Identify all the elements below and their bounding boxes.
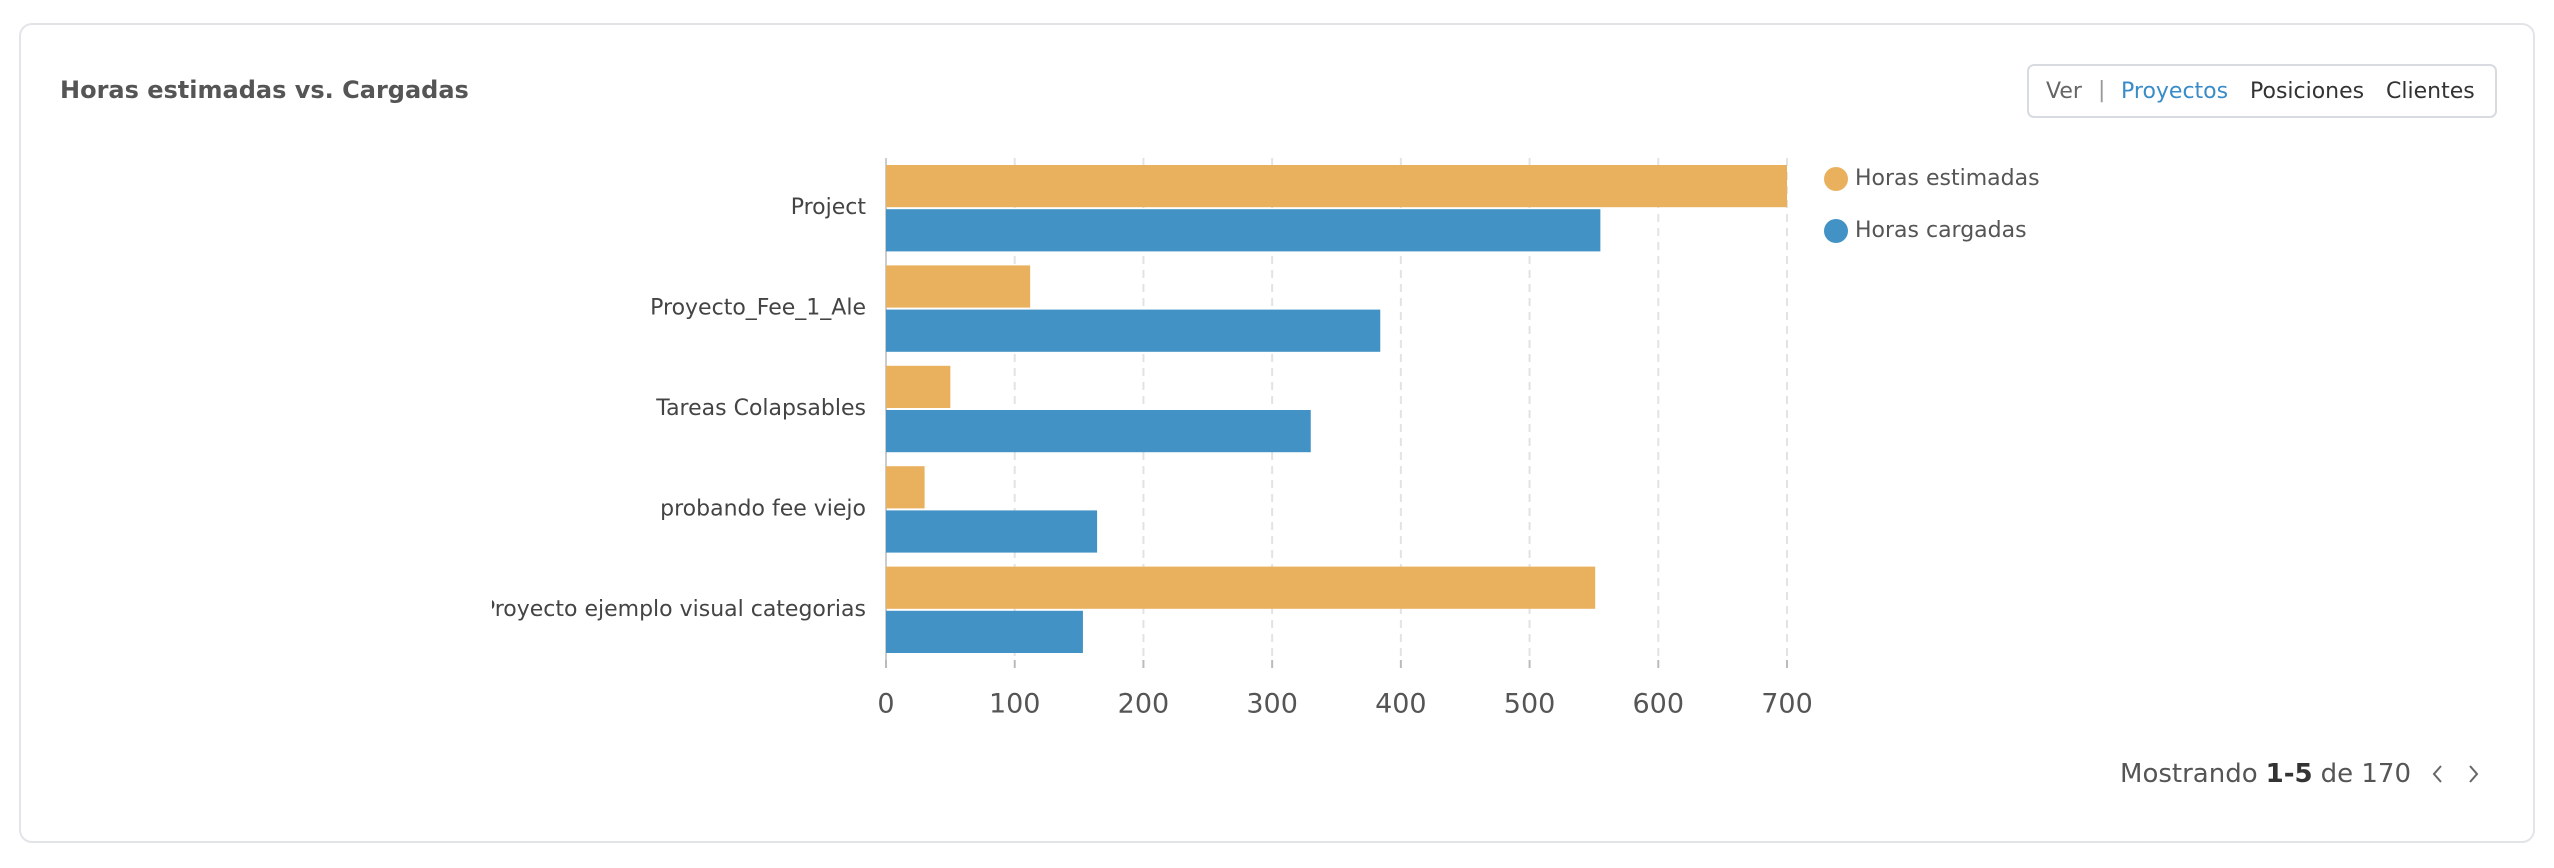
legend-label: Horas cargadas xyxy=(1855,218,2027,243)
bar xyxy=(886,610,1083,653)
y-tick-label: Proyecto_Fee_1_Ale xyxy=(650,296,866,321)
view-label: Ver xyxy=(2046,79,2083,104)
bar xyxy=(886,165,1787,208)
y-tick-label: Project xyxy=(791,195,867,220)
category-labels: Project Proyecto_Fee_1_Ale Tareas Colapsab… xyxy=(482,195,867,622)
x-tick-label: 700 xyxy=(1761,689,1813,720)
bar xyxy=(886,209,1601,252)
view-option[interactable]: Proyectos xyxy=(2121,79,2228,104)
bar xyxy=(886,510,1098,553)
view-option[interactable]: Clientes xyxy=(2386,79,2475,104)
x-tick-label: 100 xyxy=(989,689,1041,720)
x-tick-label: 300 xyxy=(1246,689,1298,720)
bar xyxy=(886,265,1031,308)
legend-marker xyxy=(1824,167,1848,191)
prev-page[interactable] xyxy=(2432,765,2442,783)
view-toggle xyxy=(2027,64,2497,118)
x-tick-label: 200 xyxy=(1118,689,1170,720)
y-tick-label: Proyecto ejemplo visual categorias xyxy=(482,597,866,622)
bar xyxy=(886,309,1381,352)
x-tick-label: 600 xyxy=(1633,689,1685,720)
pagination-suffix: de 170 xyxy=(2321,759,2411,789)
bar xyxy=(886,466,925,509)
x-tick-label: 500 xyxy=(1504,689,1556,720)
pagination-prefix: Mostrando xyxy=(2120,759,2258,789)
y-tick-label: probando fee viejo xyxy=(660,496,866,521)
x-tick-label: 0 xyxy=(877,689,894,720)
pagination: Mostrando 1-5 de 170 xyxy=(2120,759,2411,789)
view-option[interactable]: Posiciones xyxy=(2250,79,2364,104)
legend-label: Horas estimadas xyxy=(1855,166,2040,191)
view-separator: | xyxy=(2098,78,2105,103)
pagination-range: 1-5 xyxy=(2266,759,2313,789)
chart-title: Horas estimadas vs. Cargadas xyxy=(60,76,469,104)
y-tick-label: Tareas Colapsables xyxy=(655,396,866,421)
bar xyxy=(886,410,1311,453)
legend-marker xyxy=(1824,219,1848,243)
bar xyxy=(886,566,1596,609)
x-tick-label: 400 xyxy=(1375,689,1427,720)
bar xyxy=(886,365,951,408)
next-page[interactable] xyxy=(2469,765,2479,783)
